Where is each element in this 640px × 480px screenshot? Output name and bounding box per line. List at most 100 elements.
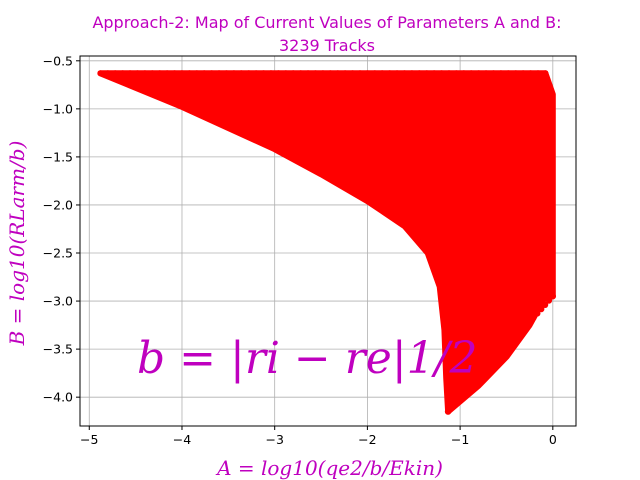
- track-point: [401, 70, 408, 77]
- x-tick-label: −3: [265, 432, 283, 447]
- track-point: [534, 70, 541, 77]
- track-point: [334, 70, 341, 77]
- track-point: [522, 322, 529, 330]
- track-point: [445, 70, 452, 77]
- axes-frame: [79, 55, 577, 427]
- track-point: [371, 70, 378, 77]
- x-axis-label: A = log10(qe2/b/Ekin): [215, 456, 443, 480]
- track-point: [537, 305, 545, 313]
- track-point: [491, 357, 498, 364]
- track-point: [97, 70, 104, 77]
- track-point: [483, 70, 490, 77]
- track-point: [527, 70, 534, 77]
- track-point: [510, 335, 518, 343]
- track-point: [305, 70, 312, 77]
- track-point: [245, 70, 252, 77]
- track-point: [416, 70, 423, 77]
- y-tick-label: −1.0: [43, 101, 73, 116]
- y-axis-label: B = log10(RLarm/b): [5, 141, 29, 347]
- track-point: [475, 374, 483, 381]
- chart-title-line1: Approach-2: Map of Current Values of Par…: [92, 13, 561, 32]
- track-point: [267, 70, 274, 77]
- track-point: [216, 70, 223, 77]
- y-tick-label: −1.5: [43, 149, 73, 164]
- y-tick-label: −2.5: [43, 246, 73, 261]
- data-region: [97, 70, 557, 415]
- track-point: [141, 70, 148, 77]
- y-tick-label: −3.0: [43, 294, 73, 309]
- track-point: [275, 70, 282, 77]
- track-point: [104, 70, 111, 77]
- x-tick-label: −4: [173, 432, 191, 447]
- track-point: [499, 348, 506, 355]
- track-point: [319, 70, 326, 77]
- track-point: [503, 344, 510, 351]
- track-point: [460, 391, 467, 398]
- track-point: [526, 318, 533, 326]
- track-point: [549, 293, 557, 300]
- track-point: [208, 70, 215, 77]
- track-point: [495, 352, 502, 360]
- track-point: [464, 387, 471, 394]
- track-point: [356, 70, 363, 77]
- track-point: [541, 301, 549, 309]
- track-point: [238, 70, 245, 77]
- ticks: −5 −4 −3 −2 −1 0 −4.0 −3.5 −3.0 −2.5 −2.0 −1.5 −1.0 −…: [43, 53, 557, 447]
- y-tick-label: −2.0: [43, 197, 73, 212]
- track-point: [444, 408, 452, 415]
- track-point: [134, 70, 141, 77]
- track-point: [127, 70, 134, 77]
- track-point: [468, 70, 475, 77]
- track-point: [479, 369, 487, 377]
- x-tick-label: −2: [358, 432, 376, 447]
- chart-title-line2: 3239 Tracks: [279, 36, 375, 55]
- track-point: [475, 70, 482, 77]
- track-point: [223, 70, 230, 77]
- track-point: [505, 70, 512, 77]
- track-point: [408, 70, 415, 77]
- track-point: [386, 70, 393, 77]
- track-point: [423, 70, 430, 77]
- track-point: [297, 70, 304, 77]
- x-tick-label: −1: [451, 432, 469, 447]
- track-point: [282, 70, 289, 77]
- x-tick-label: 0: [549, 432, 557, 447]
- track-point: [171, 70, 178, 77]
- track-point: [327, 70, 334, 77]
- formula-annotation: b = |ri − re|1/2: [137, 333, 477, 384]
- track-point: [156, 70, 163, 77]
- track-point: [186, 70, 193, 77]
- track-point: [364, 70, 371, 77]
- track-point: [349, 70, 356, 77]
- track-point: [201, 70, 208, 77]
- x-tick-label: −5: [80, 432, 98, 447]
- track-point: [260, 70, 267, 77]
- track-point: [460, 70, 467, 77]
- track-point: [497, 70, 504, 77]
- track-point: [448, 404, 456, 411]
- track-point: [456, 395, 463, 402]
- track-point: [431, 70, 438, 77]
- track-point: [506, 340, 514, 347]
- track-point: [290, 70, 297, 77]
- track-point: [193, 70, 200, 77]
- track-point: [312, 70, 319, 77]
- track-point: [512, 70, 519, 77]
- y-tick-label: −0.5: [43, 53, 73, 68]
- track-point: [542, 70, 549, 77]
- track-point: [487, 361, 494, 368]
- y-tick-label: −3.5: [43, 342, 73, 357]
- track-point: [453, 70, 460, 77]
- track-point: [545, 297, 553, 304]
- track-point: [468, 382, 475, 390]
- track-point: [119, 70, 126, 77]
- track-point: [483, 365, 491, 373]
- track-point: [520, 70, 527, 77]
- track-point: [518, 327, 525, 334]
- track-point: [253, 70, 260, 77]
- track-point: [534, 310, 541, 317]
- track-point: [438, 70, 445, 77]
- track-point: [452, 399, 460, 407]
- track-point: [530, 314, 537, 321]
- track-point: [149, 70, 156, 77]
